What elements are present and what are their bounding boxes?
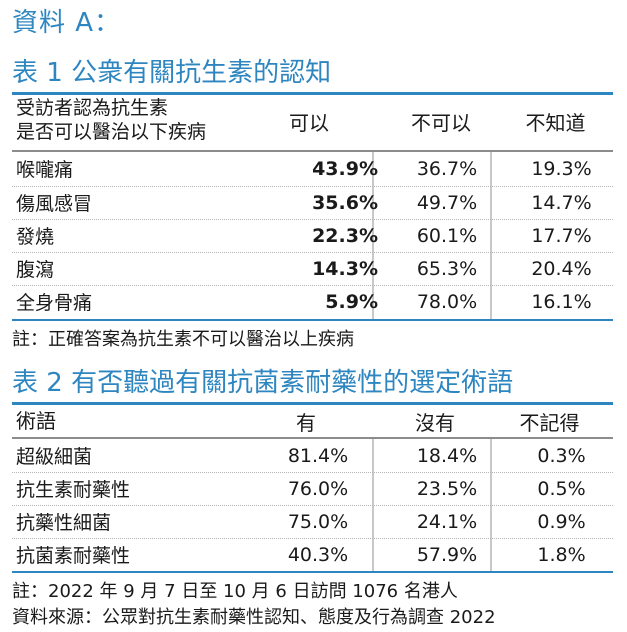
- table1-header-rule: [12, 150, 613, 152]
- cell-cannot: 60.1%: [416, 224, 478, 247]
- row-label: 傷風感冒: [16, 193, 93, 215]
- row-label: 喉嚨痛: [16, 159, 74, 181]
- table1-title: 表 1 公衆有關抗生素的認知: [12, 58, 332, 88]
- row-separator: [12, 285, 613, 286]
- cell-can: 5.9%: [325, 290, 378, 313]
- row-label: 超級細菌: [16, 446, 93, 468]
- row-separator: [12, 219, 613, 220]
- cell-yes: 75.0%: [287, 510, 349, 533]
- cell-forget: 0.9%: [537, 510, 586, 533]
- row-separator: [12, 252, 613, 253]
- table2-col-header-yes: 有: [296, 410, 316, 435]
- row-label: 全身骨痛: [16, 292, 93, 314]
- cell-forget: 1.8%: [537, 543, 586, 566]
- row-separator: [12, 505, 613, 506]
- section-heading: 資料 A：: [12, 8, 122, 38]
- cell-yes: 81.4%: [287, 444, 349, 467]
- table2-top-rule: [12, 402, 613, 405]
- cell-can: 43.9%: [312, 157, 378, 180]
- table1-col-header-can: 可以: [289, 110, 329, 135]
- table1-top-rule: [12, 92, 613, 95]
- cell-cannot: 36.7%: [416, 157, 478, 180]
- cell-no: 18.4%: [416, 444, 478, 467]
- table-row: 發燒 22.3% 60.1% 17.7%: [12, 219, 613, 252]
- row-separator: [12, 186, 613, 187]
- cell-yes: 76.0%: [287, 477, 349, 500]
- cell-cannot: 65.3%: [416, 257, 478, 280]
- cell-no: 24.1%: [416, 510, 478, 533]
- row-label: 腹瀉: [16, 259, 55, 281]
- cell-unknown: 16.1%: [531, 290, 592, 313]
- table-row: 超級細菌 81.4% 18.4% 0.3%: [12, 439, 613, 472]
- table2-col-header-forget: 不記得: [519, 410, 580, 435]
- table-row: 腹瀉 14.3% 65.3% 20.4%: [12, 252, 613, 285]
- table1-note: 註：正確答案為抗生素不可以醫治以上疾病: [12, 329, 354, 350]
- row-separator: [12, 472, 613, 473]
- row-label: 發燒: [16, 226, 55, 248]
- cell-cannot: 78.0%: [416, 290, 478, 313]
- table1-header-label: 受訪者認為抗生素 是否可以醫治以下疾病: [16, 96, 206, 144]
- table-row: 傷風感冒 35.6% 49.7% 14.7%: [12, 186, 613, 219]
- row-label: 抗生素耐藥性: [16, 479, 131, 501]
- table1-col-header-cannot: 不可以: [411, 110, 471, 135]
- cell-yes: 40.3%: [287, 543, 349, 566]
- table2-bottom-rule: [12, 571, 613, 573]
- row-label: 抗菌素耐藥性: [16, 545, 131, 567]
- cell-cannot: 49.7%: [416, 191, 478, 214]
- row-separator: [12, 538, 613, 539]
- cell-forget: 0.5%: [537, 477, 586, 500]
- cell-unknown: 19.3%: [531, 157, 592, 180]
- table2-col-header-no: 沒有: [415, 410, 455, 435]
- cell-unknown: 14.7%: [531, 191, 592, 214]
- table-row: 抗生素耐藥性 76.0% 23.5% 0.5%: [12, 472, 613, 505]
- cell-forget: 0.3%: [537, 444, 586, 467]
- cell-can: 22.3%: [312, 224, 378, 247]
- table2-header-label: 術語: [16, 409, 56, 433]
- table-row: 抗菌素耐藥性 40.3% 57.9% 1.8%: [12, 538, 613, 571]
- table1-header-label-line2: 是否可以醫治以下疾病: [16, 121, 207, 143]
- row-label: 抗藥性細菌: [16, 512, 112, 534]
- cell-no: 23.5%: [416, 477, 478, 500]
- cell-can: 14.3%: [312, 257, 378, 280]
- table1-col-divider: [490, 152, 492, 320]
- table2-header-rule: [12, 437, 613, 439]
- table1-col-header-unknown: 不知道: [525, 110, 586, 135]
- table1-col-divider: [372, 152, 374, 320]
- table-row: 抗藥性細菌 75.0% 24.1% 0.9%: [12, 505, 613, 538]
- cell-can: 35.6%: [312, 191, 378, 214]
- cell-no: 57.9%: [416, 543, 478, 566]
- table1-header-label-line1: 受訪者認為抗生素: [16, 97, 169, 119]
- cell-unknown: 20.4%: [531, 257, 592, 280]
- cell-unknown: 17.7%: [531, 224, 592, 247]
- table-row: 全身骨痛 5.9% 78.0% 16.1%: [12, 285, 613, 318]
- table-row: 喉嚨痛 43.9% 36.7% 19.3%: [12, 152, 613, 185]
- table2-title: 表 2 有否聽過有關抗菌素耐藥性的選定術語: [12, 368, 514, 398]
- data-source: 資料來源：公眾對抗生素耐藥性認知、態度及行為調查 2022: [12, 607, 496, 628]
- survey-footnote: 註：2022 年 9 月 7 日至 10 月 6 日訪問 1076 名港人: [12, 581, 458, 602]
- table1-bottom-rule: [12, 319, 613, 321]
